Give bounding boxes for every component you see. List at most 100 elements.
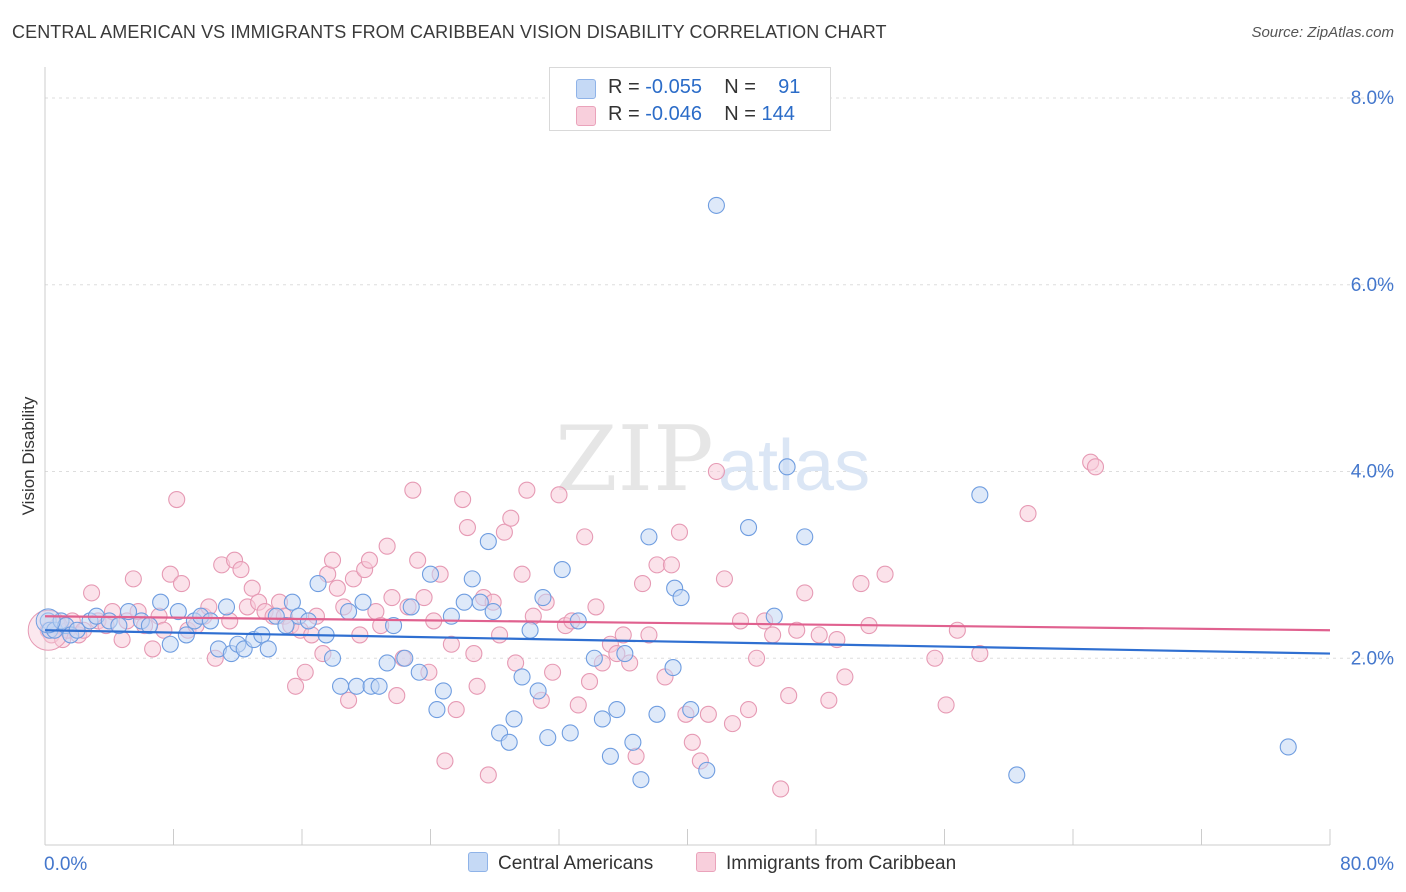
data-point	[113, 631, 131, 649]
data-point	[1086, 458, 1105, 476]
data-point	[243, 579, 261, 597]
correlation-legend: R = -0.055 N = 91 R = -0.046 N = 144	[549, 67, 831, 131]
data-point	[507, 654, 525, 672]
data-point	[627, 747, 645, 765]
data-point	[810, 626, 828, 644]
data-point	[772, 780, 790, 798]
data-point	[340, 691, 358, 709]
data-point	[402, 598, 420, 616]
legend-swatch-blue	[468, 852, 488, 872]
data-point	[796, 528, 814, 546]
data-point	[502, 509, 520, 527]
data-point	[491, 626, 509, 644]
legend-stats: R = -0.055 N = 91	[608, 76, 801, 98]
data-point	[593, 710, 611, 728]
data-point	[518, 481, 536, 499]
data-point	[698, 761, 716, 779]
data-point	[699, 705, 717, 723]
data-point	[739, 701, 758, 719]
legend-swatch-blue	[576, 79, 596, 99]
data-point	[360, 551, 379, 569]
data-point	[765, 607, 783, 625]
data-point	[780, 687, 798, 705]
data-point	[119, 603, 138, 621]
data-point	[624, 733, 642, 751]
y-tick-label: 2.0%	[1351, 648, 1394, 669]
data-point	[820, 691, 838, 709]
data-point	[323, 551, 342, 569]
data-point	[83, 584, 101, 602]
data-point	[576, 528, 594, 546]
data-point	[296, 663, 314, 681]
data-point	[385, 617, 403, 635]
data-point	[447, 701, 465, 719]
data-point	[35, 608, 61, 634]
data-point	[378, 654, 396, 672]
axes	[44, 67, 1331, 846]
data-point	[682, 701, 700, 719]
data-point	[354, 593, 372, 611]
data-point	[715, 570, 733, 588]
data-point	[505, 710, 523, 728]
data-point	[580, 673, 599, 691]
data-point	[788, 621, 806, 639]
data-point	[971, 645, 989, 663]
data-point	[495, 523, 513, 541]
data-point	[348, 677, 366, 695]
data-point	[529, 682, 547, 700]
data-point	[454, 490, 472, 509]
data-point	[442, 607, 460, 625]
data-point	[344, 570, 362, 588]
data-point	[640, 528, 658, 546]
data-point	[177, 626, 195, 644]
data-point	[458, 518, 476, 537]
data-point	[748, 649, 766, 667]
x-tick-label-min: 0.0%	[44, 854, 87, 875]
data-point	[616, 645, 634, 663]
data-point	[383, 589, 401, 607]
data-point	[731, 612, 750, 630]
data-point	[471, 593, 489, 611]
data-point	[640, 626, 658, 644]
data-point	[404, 481, 422, 499]
bottom-legend-caribbean: Immigrants from Caribbean	[696, 852, 956, 875]
data-point	[1008, 766, 1026, 784]
y-tick-label: 8.0%	[1351, 88, 1394, 109]
data-point	[436, 752, 454, 770]
x-tick-label-max: 80.0%	[1340, 854, 1394, 875]
data-point	[421, 565, 440, 583]
legend-swatch-pink	[576, 106, 596, 126]
data-point	[409, 551, 427, 569]
data-point	[852, 575, 870, 593]
data-point	[1019, 504, 1037, 523]
data-point	[683, 733, 701, 751]
legend-label: Central Americans	[498, 853, 654, 874]
data-point	[217, 598, 236, 616]
data-point	[632, 771, 650, 789]
data-point	[550, 486, 568, 504]
data-point	[513, 565, 531, 583]
data-point	[455, 593, 473, 611]
data-point	[764, 626, 782, 644]
data-point	[172, 575, 191, 593]
data-point	[614, 626, 632, 644]
data-point	[124, 570, 142, 588]
data-point	[648, 705, 666, 723]
data-point	[340, 603, 358, 621]
data-point	[662, 556, 680, 574]
data-point	[539, 729, 557, 747]
data-point	[587, 598, 605, 616]
data-point	[484, 603, 502, 621]
source-label: Source: ZipAtlas.com	[1251, 24, 1394, 41]
data-point	[283, 593, 301, 611]
data-point	[601, 747, 619, 765]
data-point	[672, 589, 690, 607]
data-point	[479, 532, 497, 551]
data-point	[396, 649, 414, 667]
data-point	[232, 560, 250, 579]
data-point	[1279, 738, 1297, 756]
data-point	[201, 612, 219, 630]
data-point	[971, 486, 989, 504]
data-point	[561, 724, 579, 742]
